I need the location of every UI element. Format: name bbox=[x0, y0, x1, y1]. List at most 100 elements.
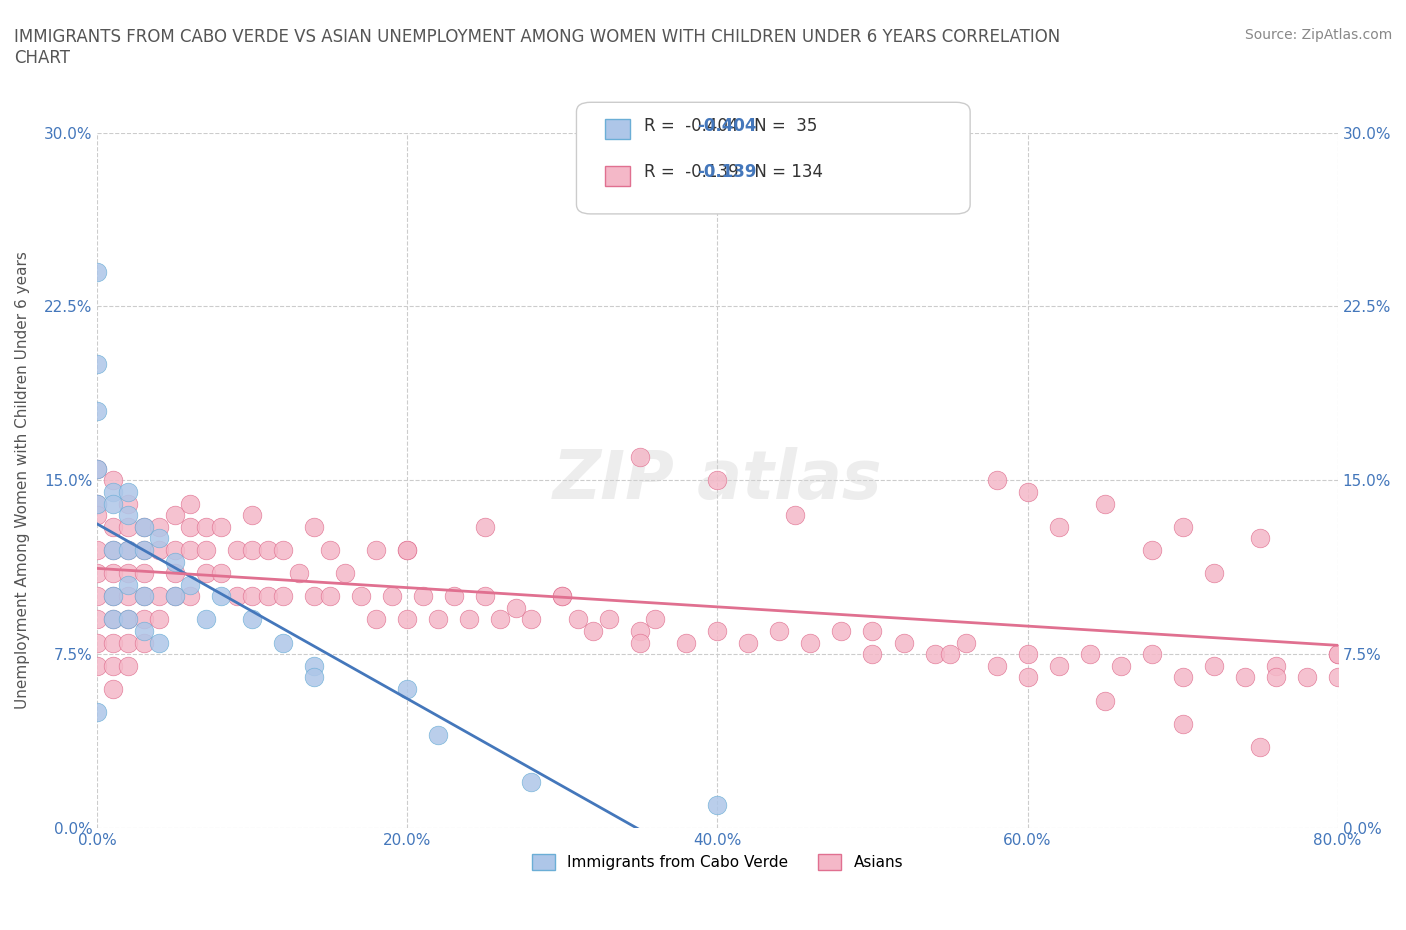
Point bbox=[474, 589, 496, 604]
Point bbox=[117, 578, 139, 592]
Point bbox=[117, 612, 139, 627]
Point bbox=[163, 589, 186, 604]
Point bbox=[520, 612, 543, 627]
Point bbox=[101, 542, 124, 557]
Point bbox=[319, 542, 342, 557]
Point bbox=[271, 542, 294, 557]
Point bbox=[1171, 716, 1194, 731]
Point bbox=[179, 578, 201, 592]
Point bbox=[335, 565, 357, 580]
Point bbox=[132, 624, 155, 639]
Point bbox=[412, 589, 434, 604]
Point bbox=[567, 612, 589, 627]
Point bbox=[1109, 658, 1132, 673]
Point bbox=[132, 635, 155, 650]
Point bbox=[86, 357, 108, 372]
Point bbox=[706, 624, 728, 639]
Point bbox=[458, 612, 481, 627]
Point bbox=[148, 612, 170, 627]
Point bbox=[209, 519, 232, 534]
Point bbox=[86, 496, 108, 511]
Text: -0.139: -0.139 bbox=[697, 164, 756, 181]
Point bbox=[101, 635, 124, 650]
Text: R =  -0.404   N =  35: R = -0.404 N = 35 bbox=[644, 117, 817, 135]
Text: R =  -0.139   N = 134: R = -0.139 N = 134 bbox=[644, 164, 823, 181]
Point bbox=[101, 485, 124, 499]
Point bbox=[381, 589, 404, 604]
Point bbox=[396, 542, 419, 557]
Point bbox=[132, 565, 155, 580]
Point bbox=[1140, 542, 1163, 557]
Point bbox=[1249, 531, 1271, 546]
Point bbox=[474, 519, 496, 534]
Point bbox=[117, 519, 139, 534]
Point bbox=[86, 705, 108, 720]
Point bbox=[132, 542, 155, 557]
Point bbox=[1017, 647, 1039, 662]
Point bbox=[86, 496, 108, 511]
Point bbox=[1326, 647, 1348, 662]
Point bbox=[304, 589, 326, 604]
Point bbox=[194, 565, 217, 580]
Point bbox=[117, 508, 139, 523]
Point bbox=[986, 473, 1008, 488]
Point bbox=[319, 589, 342, 604]
Point bbox=[644, 612, 666, 627]
Point bbox=[505, 601, 527, 616]
Point bbox=[427, 728, 450, 743]
Point bbox=[706, 798, 728, 813]
Point bbox=[86, 565, 108, 580]
Point bbox=[366, 612, 388, 627]
Point bbox=[1249, 739, 1271, 754]
Point bbox=[893, 635, 915, 650]
Point bbox=[240, 542, 263, 557]
Point bbox=[830, 624, 852, 639]
Point bbox=[86, 658, 108, 673]
Point bbox=[101, 473, 124, 488]
Point bbox=[86, 404, 108, 418]
Point bbox=[366, 542, 388, 557]
Point bbox=[132, 542, 155, 557]
Point bbox=[1094, 496, 1116, 511]
Point bbox=[1202, 565, 1225, 580]
Point bbox=[240, 589, 263, 604]
Point bbox=[163, 589, 186, 604]
Point bbox=[179, 496, 201, 511]
Point bbox=[396, 612, 419, 627]
Point bbox=[551, 589, 574, 604]
Point bbox=[706, 473, 728, 488]
Point bbox=[148, 635, 170, 650]
Point bbox=[132, 519, 155, 534]
Text: -0.404: -0.404 bbox=[697, 117, 756, 135]
Point bbox=[1295, 670, 1317, 684]
Point bbox=[304, 670, 326, 684]
Point bbox=[101, 612, 124, 627]
Point bbox=[1094, 693, 1116, 708]
Point bbox=[427, 612, 450, 627]
Point bbox=[86, 264, 108, 279]
Point bbox=[179, 519, 201, 534]
Text: ZIP atlas: ZIP atlas bbox=[553, 447, 882, 513]
Point bbox=[862, 647, 884, 662]
Point bbox=[1326, 670, 1348, 684]
Point bbox=[675, 635, 697, 650]
Point bbox=[86, 508, 108, 523]
Point bbox=[117, 542, 139, 557]
Point bbox=[628, 624, 651, 639]
Point bbox=[240, 508, 263, 523]
Point bbox=[117, 635, 139, 650]
Point bbox=[148, 589, 170, 604]
Point bbox=[132, 589, 155, 604]
Point bbox=[86, 461, 108, 476]
Point bbox=[117, 485, 139, 499]
Point bbox=[101, 682, 124, 697]
Point bbox=[179, 589, 201, 604]
Point bbox=[1140, 647, 1163, 662]
Point bbox=[1326, 647, 1348, 662]
Point bbox=[551, 589, 574, 604]
Point bbox=[271, 589, 294, 604]
Point bbox=[225, 542, 247, 557]
Point bbox=[117, 612, 139, 627]
Point bbox=[862, 624, 884, 639]
Point bbox=[1264, 658, 1286, 673]
